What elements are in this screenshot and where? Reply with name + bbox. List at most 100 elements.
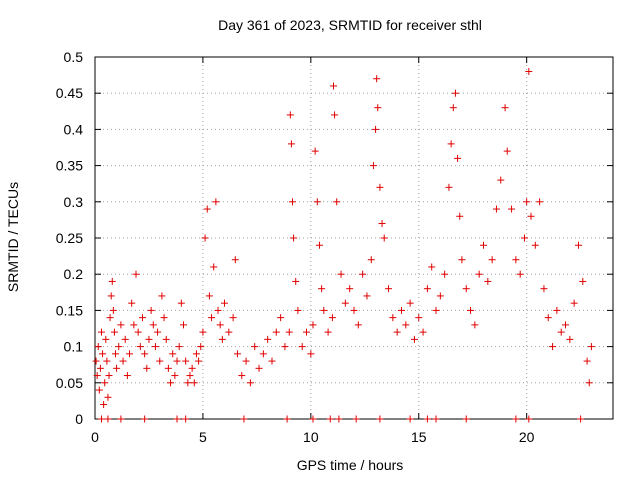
data-point [238,372,246,380]
data-point [182,357,190,365]
data-point [119,357,127,365]
data-point [231,256,239,264]
data-point [326,415,334,423]
data-point [117,415,125,423]
data-point [570,299,578,307]
data-point [95,386,103,394]
data-point [328,314,336,322]
data-point [475,270,483,278]
data-point [108,277,116,285]
data-point [179,321,187,329]
y-tick-label: 0.5 [64,49,84,65]
data-point [406,415,414,423]
data-point [544,314,552,322]
data-point [458,256,466,264]
data-point [415,314,423,322]
data-point [587,343,595,351]
data-point [497,176,505,184]
data-point [406,299,414,307]
data-point [324,328,332,336]
y-tick-label: 0.1 [64,339,84,355]
data-point [97,328,105,336]
data-point [318,285,326,293]
data-point [149,321,157,329]
x-tick-label: 10 [303,429,319,445]
data-point [512,256,520,264]
data-point [107,292,115,300]
data-point [303,328,311,336]
data-point [113,364,121,372]
data-point [283,415,291,423]
data-point [402,321,410,329]
data-point [286,111,294,119]
data-point [130,321,138,329]
data-point [508,205,516,213]
data-point [410,335,418,343]
data-point [212,198,220,206]
y-axis-label: SRMTID / TECUs [5,182,21,292]
data-point [484,277,492,285]
data-point [145,335,153,343]
data-point [562,321,570,329]
data-point [536,198,544,206]
data-point [333,198,341,206]
data-point [156,357,164,365]
y-tick-label: 0.45 [56,85,83,101]
y-tick-label: 0.25 [56,230,83,246]
data-point [242,357,250,365]
data-point [577,415,585,423]
x-tick-label: 20 [519,429,535,445]
data-point [214,306,222,314]
data-point [428,263,436,271]
grid-lines [95,57,613,419]
data-point [225,328,233,336]
data-point [389,314,397,322]
data-point [307,350,315,358]
data-point [462,285,470,293]
data-point [117,321,125,329]
data-point [436,292,444,300]
data-point [585,379,593,387]
data-point [164,364,172,372]
data-marks [92,67,595,423]
data-point [195,357,203,365]
data-point [294,306,302,314]
data-point [298,343,306,351]
x-tick-label: 5 [199,429,207,445]
x-axis-label: GPS time / hours [297,457,404,473]
data-point [201,234,209,242]
data-point [197,343,205,351]
data-point [102,335,110,343]
data-point [574,241,582,249]
data-point [501,104,509,112]
data-point [251,343,259,351]
data-point [373,75,381,83]
data-point [378,220,386,228]
data-point [329,82,337,90]
data-point [99,350,107,358]
y-tick-label: 0.05 [56,375,83,391]
data-point [488,256,496,264]
data-point [449,104,457,112]
data-point [126,350,134,358]
data-point [154,328,162,336]
data-point [385,285,393,293]
data-point [525,415,533,423]
data-point [173,415,181,423]
y-tick-label: 0.2 [64,266,84,282]
data-point [454,154,462,162]
data-point [136,343,144,351]
data-point [115,343,123,351]
data-point [352,415,360,423]
axis-ticks: 0 0.05 0.1 0.15 0.2 0.25 0.3 0.35 0.4 0.45 0.5 0 5 10… [56,49,613,445]
data-point [210,263,218,271]
data-point [100,401,108,409]
data-point [97,415,105,423]
data-point [123,372,131,380]
data-point [104,415,112,423]
data-point [199,328,207,336]
data-point [143,364,151,372]
data-point [335,415,343,423]
data-point [188,364,196,372]
